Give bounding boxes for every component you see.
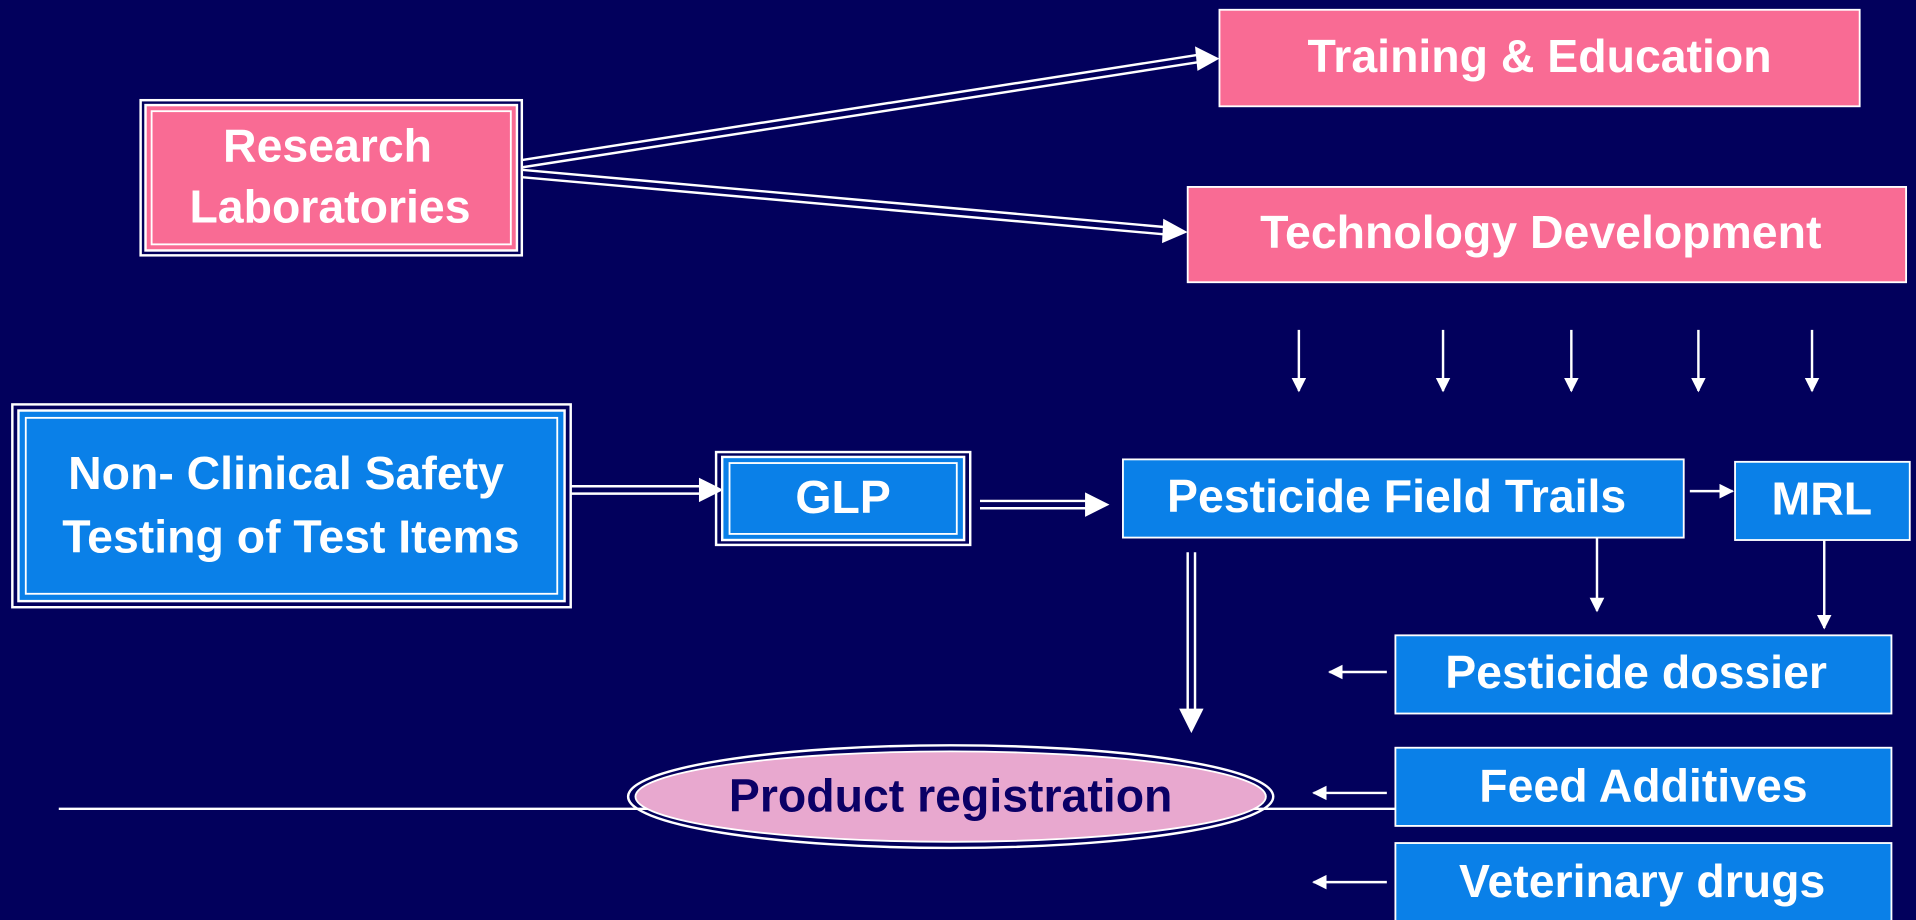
- node-label: Research: [223, 119, 432, 171]
- node-label: Non- Clinical Safety: [68, 447, 504, 499]
- node-label: Technology Development: [1260, 206, 1821, 258]
- arrow-head: [1179, 708, 1204, 734]
- arrow-head: [698, 477, 724, 503]
- node-box: [1122, 458, 1685, 539]
- node-label: GLP: [795, 471, 890, 523]
- node-label: Product registration: [729, 769, 1172, 821]
- node-label: Training & Education: [1308, 30, 1772, 82]
- node-label: Laboratories: [189, 180, 470, 232]
- node-frame: [728, 462, 958, 535]
- node-frame: [714, 450, 972, 547]
- node-label: Pesticide dossier: [1445, 646, 1827, 698]
- node-label: Testing of Test Items: [62, 510, 519, 562]
- node-box: [634, 750, 1267, 843]
- node-box: [1186, 186, 1908, 284]
- node-box: [17, 409, 566, 603]
- arrow-head: [1195, 46, 1220, 71]
- node-label: Feed Additives: [1479, 760, 1807, 812]
- node-box: [720, 455, 966, 542]
- node-label: MRL: [1772, 472, 1873, 524]
- double-arrow: [521, 53, 1198, 162]
- node-frame: [11, 403, 572, 609]
- node-frame: [24, 416, 559, 595]
- arrow-head: [1162, 218, 1188, 244]
- double-arrow: [521, 175, 1168, 236]
- node-frame: [150, 110, 512, 246]
- node-frame: [626, 744, 1275, 850]
- node-box: [1218, 8, 1861, 108]
- arrow-head: [1085, 492, 1110, 517]
- node-box: [1394, 746, 1893, 827]
- node-box: [1394, 842, 1893, 920]
- node-label: Pesticide Field Trails: [1167, 470, 1626, 522]
- node-box: [144, 103, 519, 252]
- double-arrow: [521, 168, 1168, 229]
- double-arrow: [521, 61, 1198, 169]
- node-frame: [139, 98, 524, 257]
- node-box: [1734, 460, 1911, 541]
- node-box: [1394, 634, 1893, 715]
- node-label: Veterinary drugs: [1459, 855, 1825, 907]
- connectors: [58, 46, 1832, 890]
